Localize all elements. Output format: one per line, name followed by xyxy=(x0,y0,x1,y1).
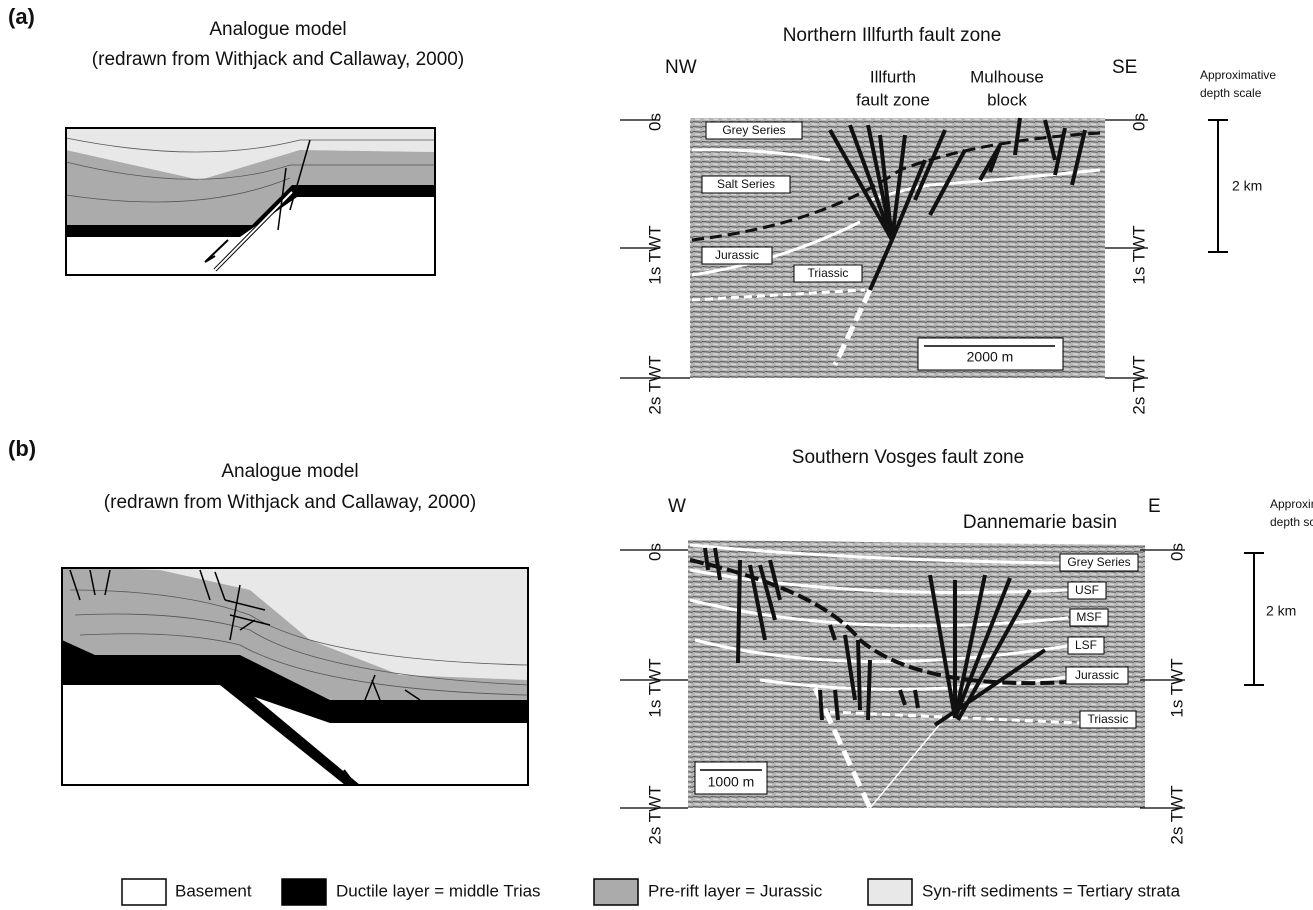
section-title: Northern Illfurth fault zone xyxy=(783,25,1002,46)
time-label: 2s TWT xyxy=(1129,355,1148,414)
depth-scale-title: Approximative xyxy=(1200,68,1276,82)
depth-scale-title: Approximative xyxy=(1270,497,1313,511)
time-label: 2s TWT xyxy=(645,785,664,844)
direction: NW xyxy=(665,57,697,78)
unit-label: USF xyxy=(1075,583,1099,597)
seismic-section xyxy=(620,540,1185,810)
model-source: (redrawn from Withjack and Callaway, 200… xyxy=(92,49,464,70)
unit-label: Triassic xyxy=(808,266,849,280)
panel-label: (a) xyxy=(8,4,35,29)
depth-scale-title: depth scale xyxy=(1200,86,1262,100)
depth-scale-title: depth scale xyxy=(1270,515,1313,529)
feature-label: Illfurth xyxy=(870,67,916,86)
time-label: 0s xyxy=(1167,543,1186,561)
direction: SE xyxy=(1112,57,1137,78)
legend: Basement Ductile layer = middle Trias Pr… xyxy=(121,878,1181,906)
time-label: 1s TWT xyxy=(1167,658,1186,717)
time-label: 1s TWT xyxy=(1129,225,1148,284)
unit-label: LSF xyxy=(1075,638,1097,652)
model-title: Analogue model xyxy=(221,461,358,482)
depth-scale-label: 2 km xyxy=(1266,603,1296,619)
analogue-model xyxy=(65,127,436,276)
depth-scale-label: 2 km xyxy=(1232,178,1262,194)
scale-bar-label: 2000 m xyxy=(967,349,1014,365)
unit-label: Jurassic xyxy=(1075,668,1119,682)
time-label: 0s xyxy=(645,113,664,131)
time-label: 2s TWT xyxy=(1167,785,1186,844)
seismic-section xyxy=(620,117,1148,379)
model-title: Analogue model xyxy=(209,19,346,40)
time-label: 1s TWT xyxy=(645,225,664,284)
direction: W xyxy=(668,496,686,517)
unit-label: Jurassic xyxy=(715,248,759,262)
legend-label: Pre-rift layer = Jurassic xyxy=(648,881,823,900)
unit-label: MSF xyxy=(1076,610,1101,624)
unit-label: Grey Series xyxy=(722,123,785,137)
legend-label: Ductile layer = middle Trias xyxy=(336,881,541,900)
unit-label: Salt Series xyxy=(717,177,775,191)
feature-label: Mulhouse xyxy=(970,67,1044,86)
feature-label: block xyxy=(987,90,1027,109)
section-title: Southern Vosges fault zone xyxy=(792,447,1024,468)
scale-bar-label: 1000 m xyxy=(708,774,755,790)
time-label: 0s xyxy=(645,543,664,561)
time-label: 0s xyxy=(1129,113,1148,131)
analogue-model xyxy=(61,567,529,786)
time-label: 1s TWT xyxy=(645,658,664,717)
model-source: (redrawn from Withjack and Callaway, 200… xyxy=(104,492,476,513)
panel-label: (b) xyxy=(8,436,36,461)
unit-label: Triassic xyxy=(1088,712,1129,726)
direction: E xyxy=(1148,496,1161,517)
feature-label: fault zone xyxy=(856,90,930,109)
time-label: 2s TWT xyxy=(645,355,664,414)
unit-label: Grey Series xyxy=(1067,555,1130,569)
feature-label: Dannemarie basin xyxy=(963,512,1117,533)
legend-label: Syn-rift sediments = Tertiary strata xyxy=(922,881,1181,900)
legend-label: Basement xyxy=(175,881,252,900)
